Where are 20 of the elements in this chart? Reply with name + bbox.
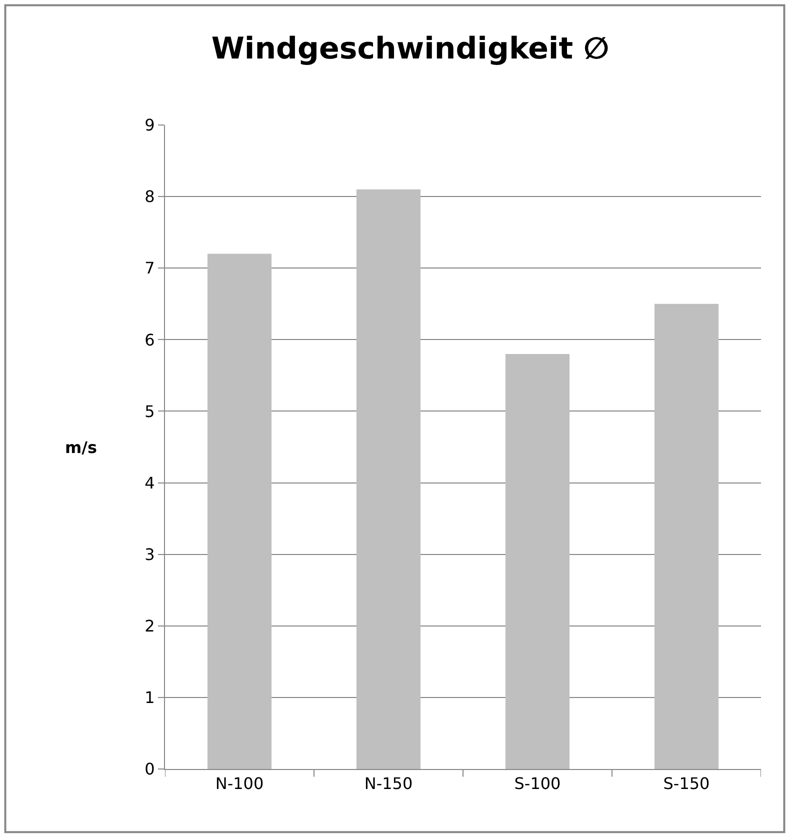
y-tick-label: 5 [144, 402, 155, 421]
chart-title: Windgeschwindigkeit ∅ [211, 32, 610, 67]
x-tick-label: S-100 [514, 774, 561, 794]
y-tick-label: 8 [144, 187, 155, 206]
y-tick-label: 4 [144, 473, 155, 492]
y-tick-label: 9 [144, 116, 155, 135]
x-tick-label: S-150 [663, 774, 710, 794]
y-tick-label: 2 [144, 616, 155, 636]
bar [207, 254, 272, 769]
y-tick-label: 1 [144, 688, 155, 708]
bar [356, 189, 421, 769]
y-tick-label: 7 [144, 258, 155, 278]
y-tick-label: 3 [144, 544, 155, 564]
x-tick-label: N-100 [215, 774, 264, 794]
bar [505, 354, 570, 769]
y-tick-label: 6 [144, 330, 155, 350]
x-tick-label: N-150 [364, 774, 413, 794]
y-axis-title: m/s [65, 438, 98, 457]
y-tick-label: 0 [144, 760, 155, 779]
bar [654, 304, 719, 769]
